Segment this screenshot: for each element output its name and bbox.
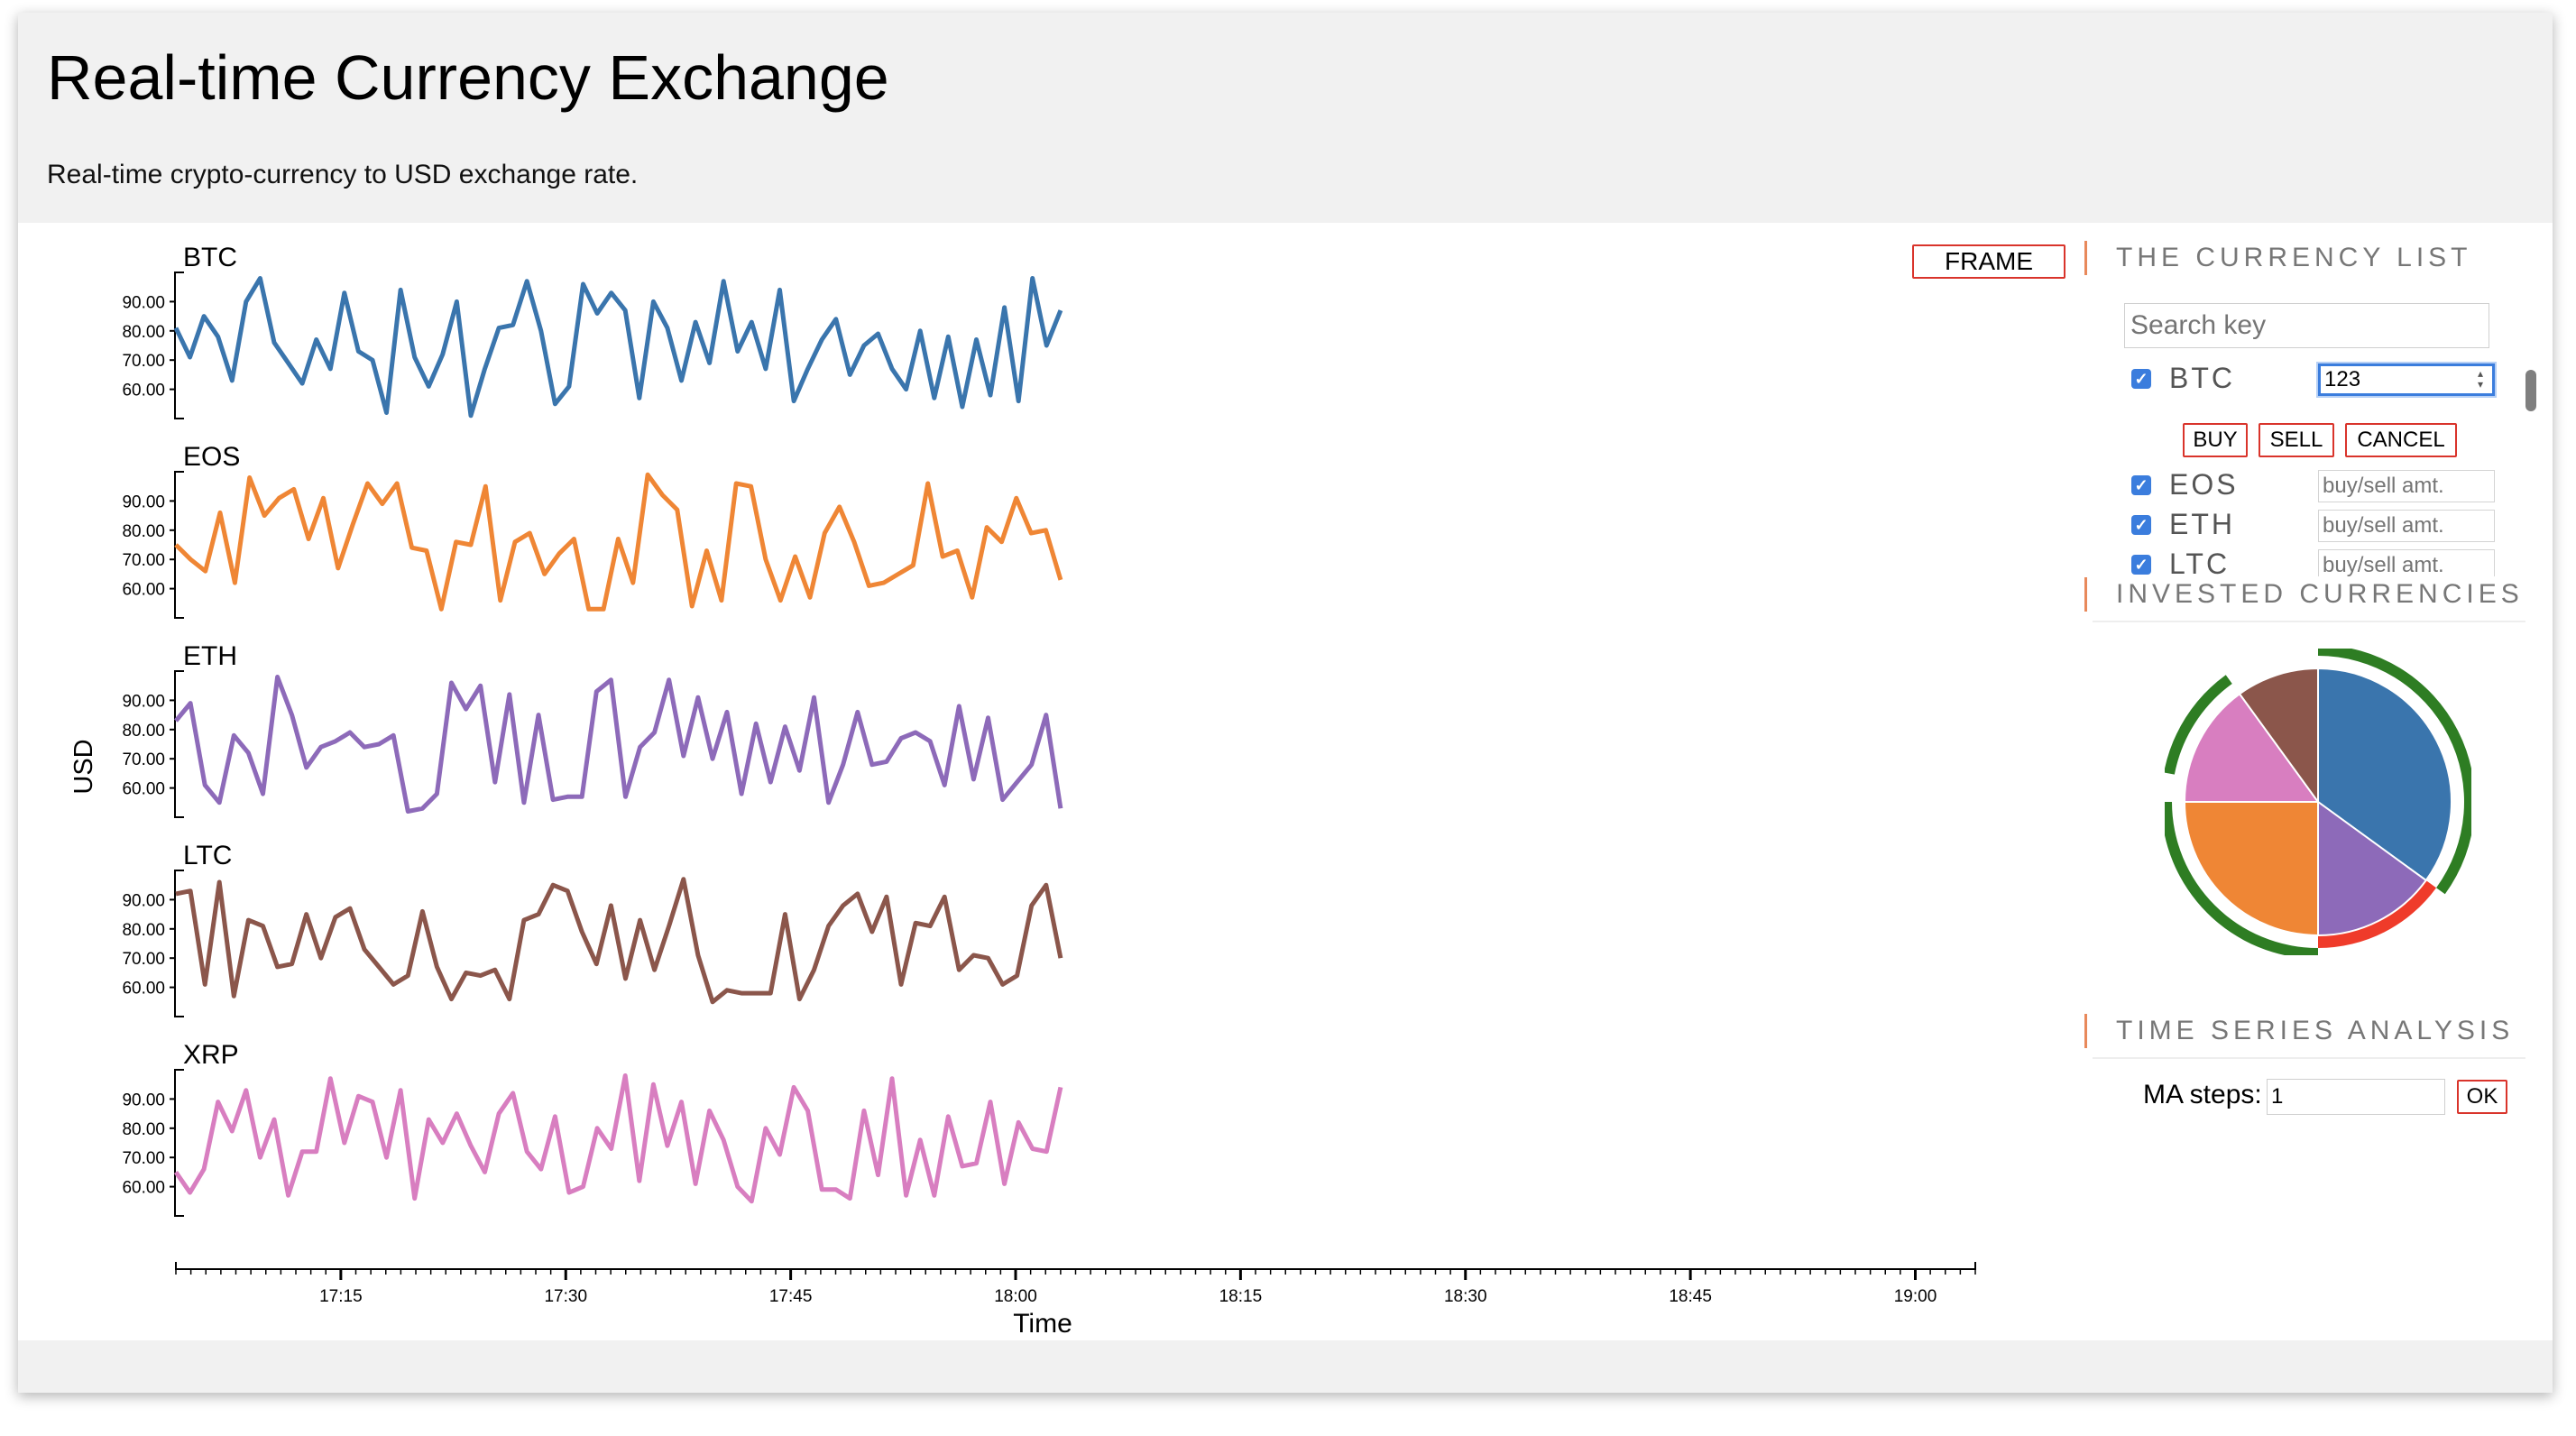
invested-currencies-title: INVESTED CURRENCIES [2084, 577, 2524, 612]
series-label-btc: BTC [183, 243, 237, 272]
buy-button[interactable]: BUY [2183, 423, 2248, 457]
stepper-arrows-icon[interactable]: ▴ ▾ [2477, 367, 2484, 391]
y-tick-label: 90.00 [122, 891, 165, 910]
app-window: Real-time Currency Exchange Real-time cr… [18, 13, 2553, 1393]
checkbox-btc[interactable]: ✓ [2131, 369, 2151, 389]
currency-code: LTC [2169, 548, 2231, 576]
pie-slice-xrp [2183, 692, 2320, 803]
pie-slice-eos [2183, 801, 2319, 937]
currency-list-scrollbar[interactable] [2525, 370, 2536, 411]
y-axis-line [174, 670, 184, 818]
currency-item-ltc: ✓ LTC [2124, 546, 2521, 576]
y-tick-label: 80.00 [122, 522, 165, 541]
y-tick-label: 80.00 [122, 722, 165, 741]
x-tick-label: 17:15 [319, 1287, 363, 1306]
y-axis-title: USD [69, 739, 98, 794]
pie-outer-arc [2318, 649, 2471, 895]
y-axis-line [174, 1069, 184, 1217]
series-line-ltc [175, 877, 1063, 1005]
checkbox-eos[interactable]: ✓ [2131, 475, 2151, 495]
y-tick-label: 80.00 [122, 921, 165, 940]
y-tick-label: 90.00 [122, 492, 165, 511]
x-tick-label: 19:00 [1894, 1287, 1937, 1306]
y-tick-label: 70.00 [122, 950, 165, 969]
x-axis-line [175, 1262, 1976, 1270]
y-tick-label: 80.00 [122, 323, 165, 342]
y-tick-label: 70.00 [122, 352, 165, 371]
y-tick-label: 60.00 [122, 980, 165, 999]
currency-code: ETH [2169, 508, 2235, 540]
ma-steps-label: MA steps: [2143, 1080, 2262, 1109]
invested-pie-chart [2165, 649, 2471, 955]
ok-button[interactable]: OK [2457, 1080, 2507, 1114]
search-input[interactable] [2124, 303, 2489, 348]
y-tick-label: 90.00 [122, 1091, 165, 1109]
pie-slice-eth [2317, 800, 2428, 937]
amount-input-eth[interactable] [2318, 510, 2495, 542]
y-tick-label: 60.00 [122, 581, 165, 600]
y-tick-label: 90.00 [122, 293, 165, 312]
currency-code: EOS [2169, 468, 2239, 501]
y-tick-label: 70.00 [122, 1149, 165, 1168]
section-divider [2093, 621, 2525, 622]
currency-list: ✓ BTC ▴▾ BUY SELL CANCEL ✓ EOS ✓ ETH ✓ L… [2124, 360, 2521, 576]
page-title: Real-time Currency Exchange [47, 42, 889, 113]
header: Real-time Currency Exchange Real-time cr… [18, 13, 2553, 223]
y-tick-label: 60.00 [122, 780, 165, 799]
checkbox-eth[interactable]: ✓ [2131, 515, 2151, 535]
time-series-title: TIME SERIES ANALYSIS [2084, 1014, 2514, 1048]
frame-button[interactable]: FRAME [1912, 244, 2065, 279]
x-tick-label: 18:45 [1669, 1287, 1712, 1306]
x-tick-label: 18:15 [1219, 1287, 1263, 1306]
currency-code: BTC [2169, 362, 2235, 394]
section-divider [2093, 1057, 2525, 1059]
pie-outer-arc [2165, 675, 2232, 775]
x-tick-label: 17:45 [769, 1287, 813, 1306]
series-line-xrp [173, 1073, 1063, 1204]
series-line-eth [174, 675, 1063, 814]
amount-input-eos[interactable] [2318, 470, 2495, 502]
x-axis-title: Time [1013, 1309, 1072, 1339]
x-tick-label: 17:30 [544, 1287, 587, 1306]
currency-item-eos: ✓ EOS [2124, 466, 2521, 502]
sell-button[interactable]: SELL [2259, 423, 2334, 457]
footer [18, 1340, 2553, 1393]
amount-input-ltc[interactable] [2318, 549, 2495, 576]
series-line-btc [173, 276, 1063, 419]
series-label-eos: EOS [183, 442, 240, 472]
pie-slice-btc [2317, 667, 2452, 882]
currency-list-title: THE CURRENCY LIST [2084, 241, 2472, 275]
checkbox-ltc[interactable]: ✓ [2131, 555, 2151, 575]
page-subtitle: Real-time crypto-currency to USD exchang… [47, 160, 639, 189]
y-tick-label: 60.00 [122, 1179, 165, 1198]
multi-line-chart: BTC 60.00 70.00 80.00 90.00 EOS 60.00 70.00 80.0… [69, 243, 1976, 1339]
y-tick-label: 60.00 [122, 382, 165, 400]
y-tick-label: 70.00 [122, 750, 165, 769]
y-axis-line [174, 471, 184, 619]
y-axis-line [174, 870, 184, 1017]
pie-slice-ltc [2238, 667, 2319, 805]
y-tick-label: 80.00 [122, 1120, 165, 1139]
x-tick-label: 18:00 [994, 1287, 1037, 1306]
currency-item-btc: ✓ BTC ▴▾ BUY SELL CANCEL [2124, 360, 2521, 457]
series-line-eos [174, 472, 1063, 612]
x-tick-label: 18:30 [1444, 1287, 1487, 1306]
currency-item-eth: ✓ ETH [2124, 506, 2521, 542]
y-axis-line [174, 272, 184, 419]
ma-steps-input[interactable] [2267, 1079, 2445, 1115]
y-tick-label: 70.00 [122, 551, 165, 570]
series-label-ltc: LTC [183, 841, 232, 870]
series-label-eth: ETH [183, 641, 237, 671]
y-tick-label: 90.00 [122, 692, 165, 711]
series-label-xrp: XRP [183, 1040, 239, 1070]
cancel-button[interactable]: CANCEL [2345, 423, 2457, 457]
amount-input-btc[interactable] [2318, 364, 2495, 396]
